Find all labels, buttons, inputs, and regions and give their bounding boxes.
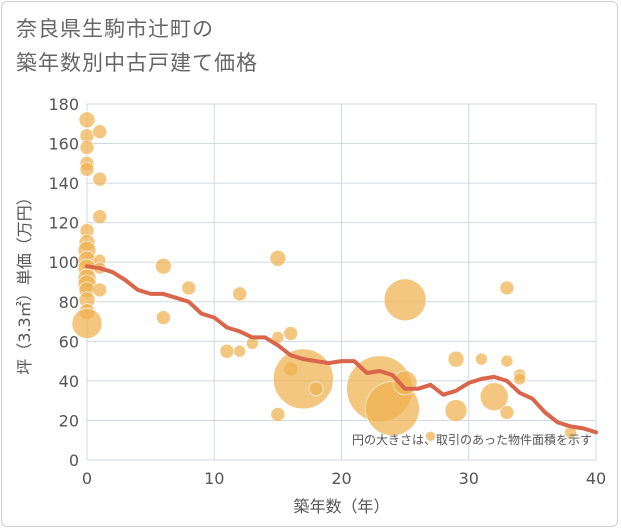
- y-tick-label: 140: [48, 174, 79, 193]
- trend-layer: [85, 264, 598, 435]
- data-bubble: [499, 405, 515, 420]
- y-axis-label: 坪（3.3㎡）単価（万円）: [15, 189, 34, 374]
- data-bubble: [479, 382, 509, 412]
- y-tick-label: 0: [69, 451, 79, 470]
- y-tick-label: 120: [48, 214, 79, 233]
- data-bubble: [232, 286, 247, 302]
- y-tick-label: 60: [59, 332, 79, 351]
- data-bubble: [283, 326, 298, 341]
- data-bubble: [219, 343, 235, 359]
- data-bubble: [383, 278, 427, 322]
- axis-ticks: 0 10 20 30 40 0 20 40 60 80 100 120 140 160 180: [48, 95, 606, 488]
- x-tick-label: 20: [331, 469, 351, 488]
- data-bubble: [425, 430, 436, 442]
- bubble-layer: [71, 111, 577, 442]
- data-bubble: [79, 161, 95, 177]
- chart-title-line-1: 奈良県生駒市辻町の: [16, 17, 214, 41]
- chart-title-line-2: 築年数別中古戸建て価格: [16, 51, 258, 75]
- x-tick-label: 10: [204, 469, 224, 488]
- y-tick-label: 40: [59, 372, 79, 391]
- data-bubble: [308, 381, 324, 397]
- data-bubble: [499, 280, 515, 296]
- x-tick-label: 30: [459, 469, 479, 488]
- grid-lines: [86, 103, 597, 461]
- y-tick-label: 100: [48, 253, 79, 272]
- y-tick-label: 20: [59, 411, 79, 430]
- data-bubble: [92, 124, 108, 139]
- data-bubble: [269, 249, 287, 267]
- data-bubble: [181, 280, 197, 296]
- data-bubble: [71, 308, 103, 339]
- data-bubble: [270, 407, 286, 422]
- data-bubble: [156, 310, 171, 325]
- trend-line: [85, 264, 598, 435]
- data-bubble: [500, 354, 514, 368]
- y-tick-label: 160: [48, 135, 79, 154]
- size-note: 円の大きさは、取引のあった物件面積を示す: [352, 432, 592, 447]
- data-bubble: [92, 209, 108, 225]
- x-tick-label: 0: [82, 469, 92, 488]
- data-bubble: [78, 111, 96, 129]
- data-bubble: [444, 399, 468, 422]
- data-bubble: [92, 282, 108, 298]
- data-bubble: [155, 257, 172, 275]
- data-bubble: [447, 350, 465, 368]
- data-bubble: [513, 372, 526, 386]
- x-axis-label: 築年数（年）: [293, 497, 389, 516]
- data-bubble: [79, 140, 95, 155]
- data-bubble: [475, 352, 488, 366]
- y-tick-label: 180: [48, 95, 79, 114]
- data-bubble: [392, 370, 418, 396]
- x-tick-label: 40: [586, 469, 606, 488]
- data-bubble: [92, 171, 108, 187]
- y-tick-label: 80: [59, 293, 79, 312]
- data-bubble: [233, 344, 246, 358]
- chart-title: 奈良県生駒市辻町の 築年数別中古戸建て価格: [16, 12, 258, 80]
